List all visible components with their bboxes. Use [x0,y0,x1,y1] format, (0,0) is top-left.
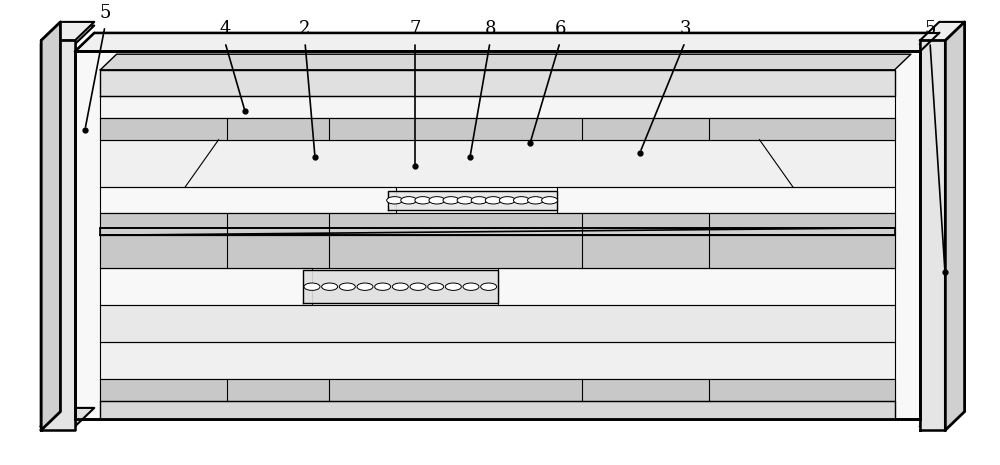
Circle shape [542,197,558,204]
Circle shape [429,197,445,204]
Circle shape [428,283,444,290]
Circle shape [463,283,479,290]
Polygon shape [920,408,965,426]
Circle shape [528,197,544,204]
Text: 8: 8 [484,20,496,38]
Circle shape [392,283,408,290]
Polygon shape [100,54,911,70]
Text: 6: 6 [554,20,566,38]
Polygon shape [557,187,895,213]
Polygon shape [303,270,498,303]
Polygon shape [100,140,895,187]
Polygon shape [920,26,965,44]
Circle shape [415,197,431,204]
Polygon shape [100,342,895,379]
Circle shape [322,283,338,290]
Polygon shape [100,268,312,305]
Polygon shape [920,44,945,426]
Polygon shape [41,22,60,430]
Circle shape [481,283,497,290]
Circle shape [457,197,473,204]
Polygon shape [498,268,895,305]
Polygon shape [75,33,939,52]
Polygon shape [41,44,75,426]
Polygon shape [920,22,965,40]
Polygon shape [41,22,94,40]
Polygon shape [100,379,895,401]
Circle shape [375,283,391,290]
Circle shape [499,197,515,204]
Polygon shape [945,26,965,426]
Text: 5: 5 [99,4,111,21]
Circle shape [513,197,529,204]
Polygon shape [100,235,895,268]
Circle shape [471,197,487,204]
Polygon shape [94,33,939,400]
Circle shape [410,283,426,290]
Text: 2: 2 [299,20,311,38]
Polygon shape [100,187,396,213]
Polygon shape [388,191,557,210]
Polygon shape [920,40,945,430]
Polygon shape [41,408,94,426]
Circle shape [387,197,403,204]
Circle shape [443,197,459,204]
Polygon shape [100,70,895,95]
Polygon shape [75,400,939,419]
Polygon shape [100,228,895,235]
Circle shape [357,283,373,290]
Polygon shape [41,26,60,426]
Polygon shape [100,213,895,235]
Polygon shape [100,118,895,140]
Circle shape [445,283,461,290]
Text: 7: 7 [409,20,421,38]
Circle shape [401,197,417,204]
Polygon shape [100,95,895,118]
Polygon shape [41,26,94,44]
Polygon shape [945,22,965,430]
Circle shape [485,197,501,204]
Circle shape [339,283,355,290]
Text: 5: 5 [924,20,936,38]
Polygon shape [41,40,75,430]
Text: 4: 4 [219,20,231,38]
Polygon shape [75,52,920,419]
Circle shape [304,283,320,290]
Text: 3: 3 [679,20,691,38]
Polygon shape [100,305,895,342]
Polygon shape [100,401,895,419]
